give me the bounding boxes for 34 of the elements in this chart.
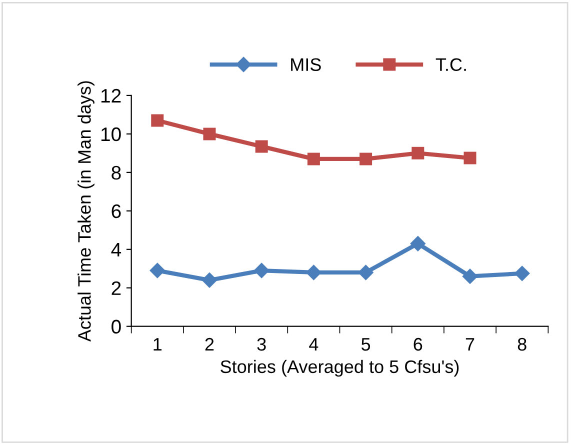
point bbox=[358, 264, 374, 280]
point bbox=[514, 266, 530, 281]
x-tick-label: 4 bbox=[309, 338, 318, 351]
y-tick-label: 6 bbox=[112, 204, 121, 218]
point bbox=[462, 268, 478, 284]
y-tick-label: 8 bbox=[112, 166, 121, 180]
point bbox=[203, 128, 216, 140]
y-tick-label: 0 bbox=[112, 320, 121, 334]
point bbox=[412, 146, 424, 160]
x-tick-label: 3 bbox=[257, 338, 266, 351]
legend-label: T.C. bbox=[436, 58, 466, 72]
x-tick-label: 7 bbox=[466, 338, 474, 351]
y-tick-label: 4 bbox=[111, 243, 122, 256]
point bbox=[306, 264, 322, 280]
x-tick-label: 2 bbox=[205, 338, 214, 351]
point bbox=[151, 114, 164, 127]
legend-label: MIS bbox=[291, 58, 321, 72]
point bbox=[410, 236, 426, 252]
x-tick-label: 6 bbox=[414, 338, 422, 351]
y-tick-label: 2 bbox=[112, 281, 121, 295]
point bbox=[255, 140, 268, 153]
point bbox=[360, 152, 372, 166]
point bbox=[202, 272, 218, 288]
x-tick-label: 8 bbox=[518, 338, 526, 351]
point bbox=[150, 262, 165, 278]
point bbox=[254, 262, 270, 278]
x-axis-title: Stories (Averaged to 5 Cfsu's) bbox=[220, 360, 459, 377]
y-tick-label: 10 bbox=[101, 127, 121, 142]
y-tick-label: 12 bbox=[101, 88, 121, 103]
point bbox=[307, 152, 320, 166]
x-tick-label: 1 bbox=[154, 338, 162, 351]
y-axis-title: Actual Time Taken (in Man days) bbox=[78, 81, 94, 342]
point bbox=[464, 152, 476, 164]
x-tick-label: 5 bbox=[362, 338, 370, 351]
